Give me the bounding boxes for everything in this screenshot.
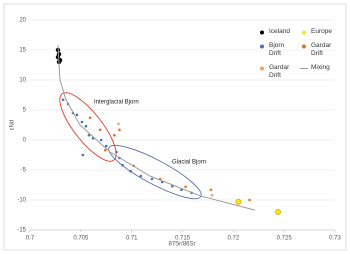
y-tick-label: 0: [23, 138, 27, 144]
point: [87, 133, 91, 137]
frame: [3, 3, 347, 251]
annotation: Glacial Bjorn: [172, 160, 206, 166]
point: [117, 122, 120, 126]
point: [235, 198, 242, 205]
interglacial-ellipse: [59, 92, 117, 162]
legend-label: Gardar Drift: [269, 64, 290, 79]
point: [104, 144, 108, 148]
x-tick-label: 0.72: [227, 236, 239, 242]
legend-dot: [302, 44, 306, 49]
legend-swatch: [260, 44, 264, 49]
annotation: Interglacial Bjorn: [94, 100, 139, 106]
point: [99, 138, 103, 142]
x-tick-label: 0.73: [329, 236, 341, 242]
point: [210, 193, 214, 197]
legend-dot: [260, 44, 264, 49]
point: [209, 188, 213, 192]
point: [98, 128, 102, 132]
legend-dot: [302, 30, 306, 35]
x-tick-label: 0.705: [73, 236, 89, 242]
point: [80, 120, 84, 124]
point: [75, 113, 79, 117]
y-tick-label: -10: [17, 198, 26, 204]
point: [84, 124, 88, 128]
point: [248, 198, 251, 202]
y-axis-label: εNd: [10, 120, 16, 130]
legend-label: Mixing: [311, 64, 330, 71]
legend-label: Bjorn Drift: [269, 42, 285, 57]
y-tick-label: 20: [19, 18, 26, 24]
legend-entry: Iceland: [258, 28, 300, 36]
legend-entry: Mixing: [300, 64, 342, 80]
y-tick-label: 5: [23, 108, 27, 114]
legend-label: Europe: [311, 28, 332, 35]
legend-swatch: [302, 44, 306, 49]
point: [129, 169, 132, 173]
legend-dot: [260, 66, 264, 71]
point: [61, 98, 65, 102]
point: [88, 116, 92, 120]
x-tick-label: 0.71: [126, 236, 138, 242]
legend: Iceland Europe Bjorn Drift Gardar Drift Gard…: [258, 28, 342, 80]
x-tick-label: 0.715: [175, 236, 191, 242]
legend-entry: Bjorn Drift: [258, 42, 300, 58]
legend-label: Gardar Drift: [311, 42, 332, 57]
point: [275, 209, 281, 215]
legend-swatch: [300, 68, 308, 69]
y-tick-label: 15: [19, 48, 26, 54]
legend-swatch: [260, 66, 264, 71]
y-tick-label: -5: [21, 168, 27, 174]
point: [113, 133, 116, 137]
point: [118, 128, 121, 132]
x-tick-label: 0.7: [26, 236, 35, 242]
legend-swatch: [260, 30, 264, 35]
legend-label: Iceland: [269, 28, 290, 35]
x-axis-label: 87Sr/86Sr: [168, 242, 195, 248]
point: [81, 153, 85, 157]
point: [115, 150, 118, 154]
point: [103, 148, 107, 152]
y-tick-label: 10: [19, 78, 26, 84]
legend-entry: Europe: [300, 28, 342, 36]
legend-entry: Gardar Drift: [300, 42, 342, 58]
legend-entry: Gardar Drift: [258, 64, 300, 80]
point: [121, 163, 124, 167]
point: [139, 174, 143, 178]
point: [184, 185, 187, 189]
x-tick-label: 0.725: [277, 236, 293, 242]
mixing-line: [57, 45, 256, 211]
legend-swatch: [302, 30, 306, 35]
point: [150, 177, 154, 181]
y-tick-label: -15: [17, 228, 26, 234]
legend-dot: [260, 30, 264, 35]
